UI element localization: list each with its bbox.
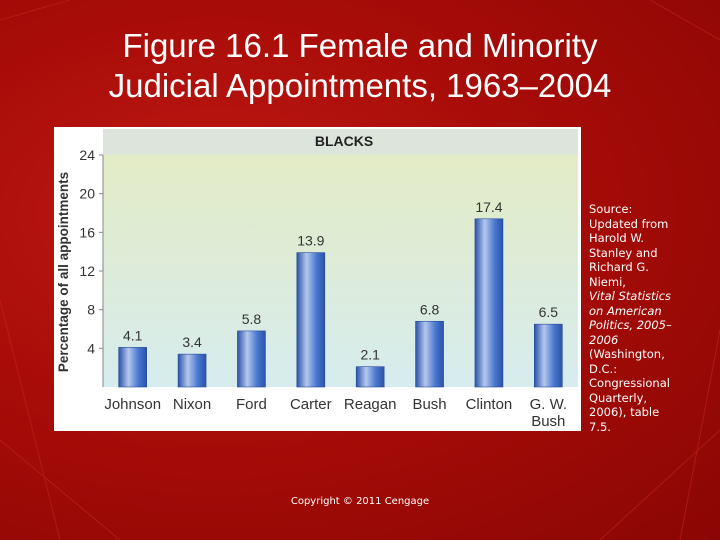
- source-line: Updated from: [589, 216, 669, 231]
- x-category-label: Bush: [412, 396, 446, 413]
- x-category-label: Carter: [290, 396, 332, 413]
- source-line: 2006), table: [589, 405, 660, 419]
- source-line: 7.5.: [589, 419, 611, 434]
- source-note: Source: Updated from Harold W. Stanley and R…: [589, 202, 704, 434]
- source-line: Vital Statistics: [589, 289, 672, 303]
- bar: [296, 252, 326, 388]
- bar: [118, 347, 147, 388]
- bar-value-label: 6.5: [539, 304, 559, 320]
- y-tick-label: 8: [87, 302, 95, 318]
- bar-chart: BLACKS Percentage of all appointments 4 8…: [56, 129, 578, 430]
- bar-value-label: 3.4: [182, 334, 202, 350]
- y-tick-label: 4: [87, 340, 95, 356]
- bar: [355, 366, 385, 388]
- slide-title-line-2: Judicial Appointments, 1963–2004: [108, 67, 612, 104]
- bar: [237, 330, 266, 388]
- source-line: 2006: [589, 332, 619, 347]
- x-category-label: Bush: [531, 413, 565, 430]
- slide-title: Figure 16.1 Female and Minority Judicial…: [0, 26, 720, 106]
- y-tick-label: 12: [79, 263, 95, 279]
- slide-title-line-1: Figure 16.1 Female and Minority: [122, 27, 598, 64]
- bar: [177, 353, 207, 388]
- y-axis-label: Percentage of all appointments: [56, 172, 71, 372]
- bar-value-label: 17.4: [475, 199, 502, 215]
- chart-header-band: [103, 129, 578, 155]
- y-tick-label: 20: [79, 186, 95, 202]
- bar: [474, 218, 504, 388]
- source-line: Richard G.: [589, 260, 649, 274]
- source-line: Politics, 2005–: [589, 318, 672, 332]
- y-tick-label: 16: [79, 224, 95, 240]
- source-line: on American: [589, 303, 662, 318]
- source-line: D.C.:: [589, 361, 618, 376]
- x-category-label: Johnson: [104, 396, 161, 413]
- source-line: Source:: [589, 202, 633, 216]
- source-line: Stanley and: [589, 245, 658, 260]
- source-line: Niemi,: [589, 274, 626, 289]
- source-line: Quarterly,: [589, 390, 648, 405]
- x-category-label: Reagan: [344, 396, 397, 413]
- bar-value-label: 6.8: [420, 301, 440, 317]
- bar: [534, 323, 563, 388]
- source-line: Harold W.: [589, 231, 645, 245]
- x-category-label: G. W.: [530, 396, 568, 413]
- bar-value-label: 5.8: [242, 311, 262, 327]
- y-tick-label: 24: [79, 147, 95, 163]
- bar-value-label: 4.1: [123, 327, 143, 343]
- source-line: (Washington,: [589, 347, 665, 361]
- x-category-label: Nixon: [173, 396, 211, 413]
- source-line: Congressional: [589, 376, 670, 390]
- plot-area: [103, 155, 578, 387]
- bar-value-label: 13.9: [297, 233, 324, 249]
- x-category-label: Clinton: [466, 396, 513, 413]
- chart-panel: BLACKS Percentage of all appointments 4 8…: [54, 127, 581, 431]
- bar: [415, 320, 444, 388]
- copyright-text: Copyright © 2011 Cengage: [290, 496, 430, 507]
- x-category-label: Ford: [236, 396, 267, 413]
- chart-title: BLACKS: [315, 133, 373, 149]
- bar-value-label: 2.1: [360, 347, 380, 363]
